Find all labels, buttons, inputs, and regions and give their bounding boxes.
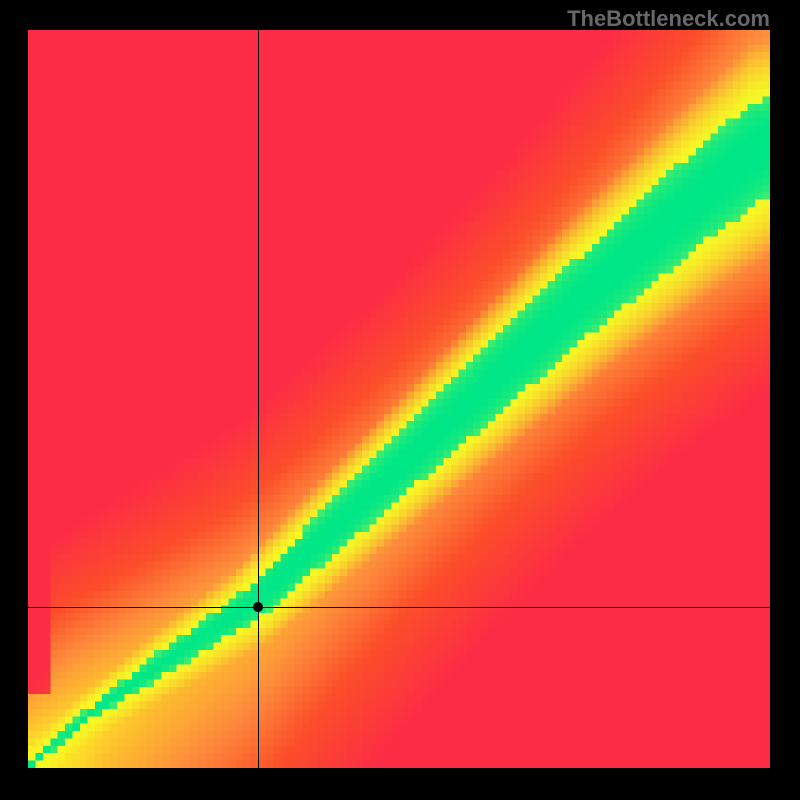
watermark-text: TheBottleneck.com [567,6,770,32]
bottleneck-heatmap [28,30,770,768]
crosshair-vertical [258,30,259,768]
crosshair-horizontal [28,607,770,608]
chart-container: TheBottleneck.com [0,0,800,800]
